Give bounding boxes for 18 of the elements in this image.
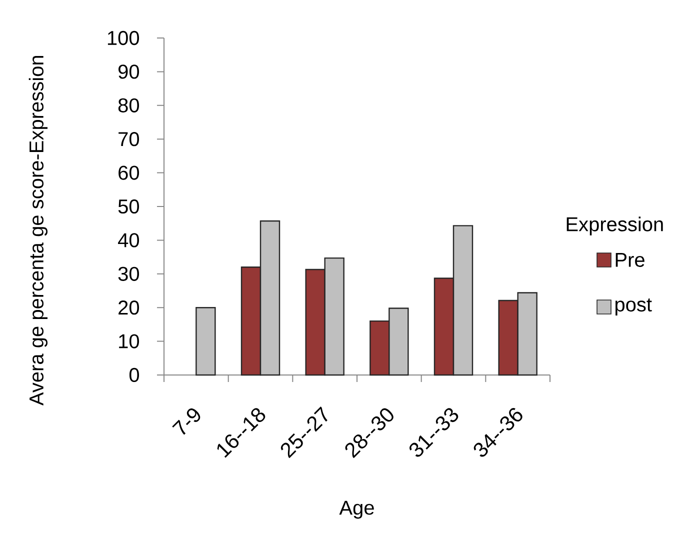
- x-tick-label: 7-9: [172, 408, 200, 435]
- y-tick-label: 10: [119, 334, 140, 348]
- y-tick-label: 100: [108, 30, 140, 46]
- y-tick-label: 50: [118, 199, 140, 214]
- legend-label: Pre: [616, 253, 644, 267]
- y-tick-label: 0: [129, 368, 140, 382]
- bar: [196, 306, 216, 376]
- y-tick-label: 30: [118, 266, 140, 281]
- y-tick-label: 90: [118, 64, 140, 79]
- legend-title: Expression: [566, 216, 663, 236]
- y-tick-label: 40: [118, 233, 140, 248]
- y-tick-label: 60: [118, 166, 140, 180]
- y-tick-label: 20: [118, 300, 140, 315]
- legend-label: post: [615, 298, 652, 316]
- x-axis-title: Age: [339, 500, 374, 519]
- y-tick-label: 70: [118, 132, 140, 146]
- y-tick-label: 80: [118, 98, 140, 112]
- y-axis-title: Avera ge percenta ge score-Expression: [28, 56, 48, 406]
